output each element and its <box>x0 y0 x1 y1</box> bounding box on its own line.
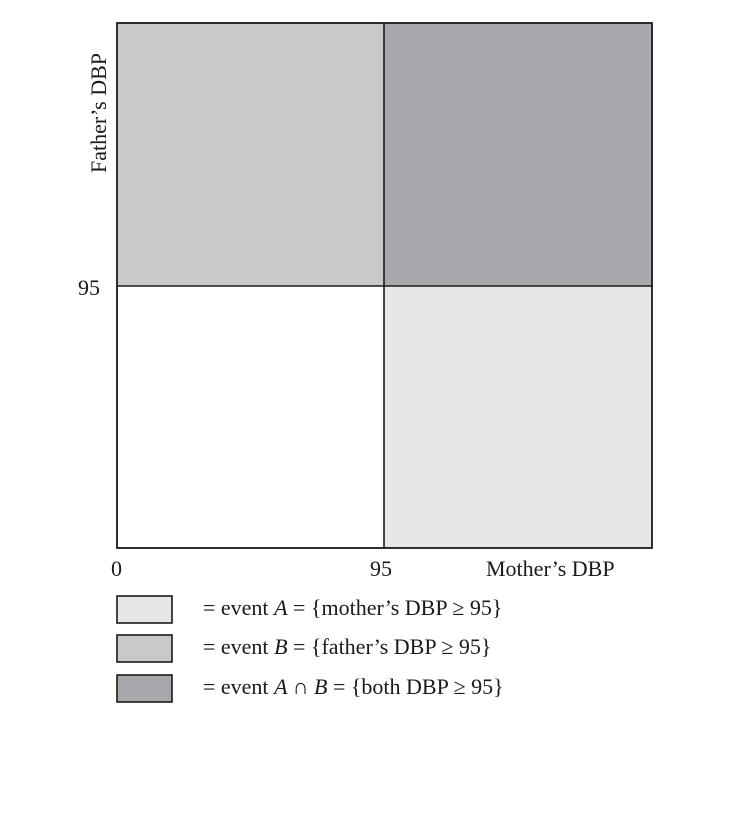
legend-item-event-b: = event B = {father’s DBP ≥ 95} <box>203 636 491 658</box>
x-axis-label: Mother’s DBP <box>486 556 615 581</box>
region-father-only <box>117 23 384 286</box>
legend-prefix: = event <box>203 634 275 659</box>
legend-swatch-event-b <box>116 634 173 663</box>
legend-swatch-event-a <box>116 595 173 624</box>
x-tick-0: 0 <box>111 556 122 581</box>
plot-frame <box>116 22 653 549</box>
region-both <box>384 23 652 286</box>
region-neither <box>117 286 384 548</box>
legend-swatch-event-a-and-b <box>116 674 173 703</box>
legend-prefix: = event <box>203 674 275 699</box>
legend-definition: = {both DBP ≥ 95} <box>327 674 504 699</box>
legend-item-event-a-and-b: = event A ∩ B = {both DBP ≥ 95} <box>203 676 504 698</box>
legend-definition: = {father’s DBP ≥ 95} <box>287 634 492 659</box>
legend-prefix: = event <box>203 595 275 620</box>
legend-event-name: B <box>274 634 288 659</box>
y-axis-label: Father’s DBP <box>86 53 111 173</box>
legend-definition: = {mother’s DBP ≥ 95} <box>287 595 503 620</box>
legend-event-name: A <box>274 595 288 620</box>
legend-item-event-a: = event A = {mother’s DBP ≥ 95} <box>203 597 502 619</box>
legend-event-name: A ∩ B <box>274 674 328 699</box>
y-tick-95: 95 <box>78 275 100 300</box>
region-mother-only <box>384 286 652 548</box>
x-tick-95: 95 <box>370 556 392 581</box>
